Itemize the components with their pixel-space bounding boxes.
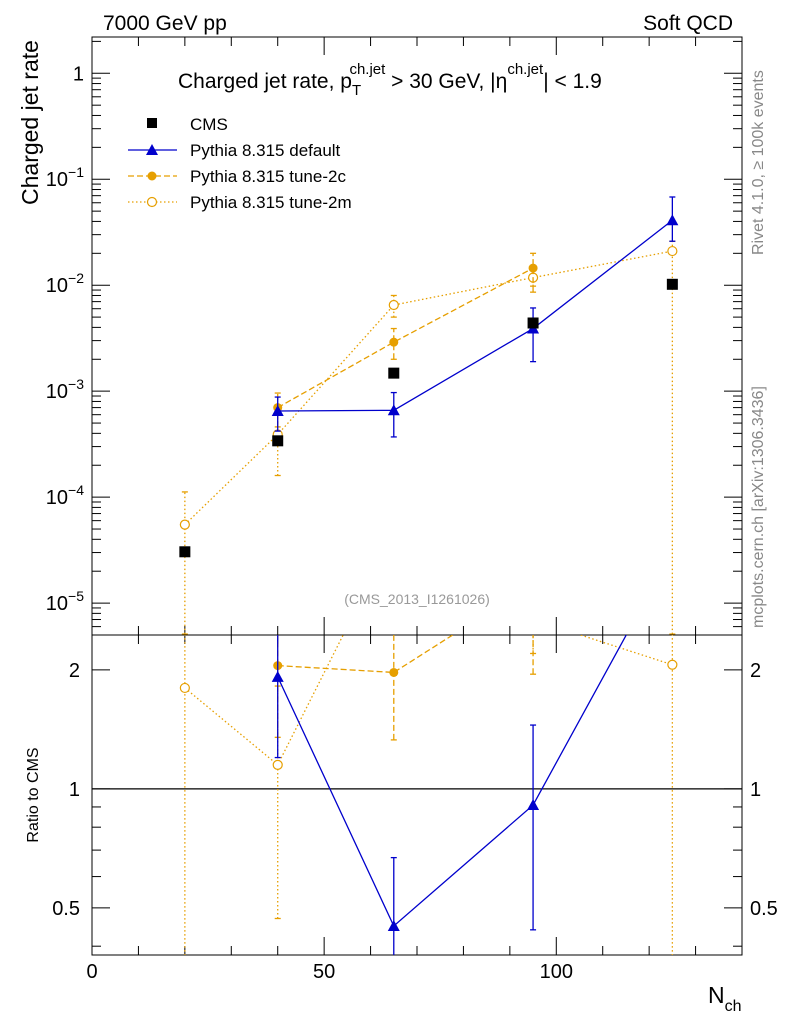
main-point-cms [388, 367, 400, 379]
ratio-point-tune2m [272, 759, 283, 770]
ratio-y-tick-label-left: 2 [69, 660, 80, 682]
ratio-series-default [271, 545, 678, 955]
ratio-point-tune2m [389, 530, 398, 539]
main-point-cms [527, 317, 539, 329]
ratio-point-default [527, 799, 540, 811]
main-plot: 1 10−1 10−2 10−3 10−4 10−5 Charged jet rate C… [17, 36, 743, 636]
main-series-default [271, 196, 679, 438]
x-tick-label: 50 [313, 961, 335, 983]
x-axis-label-main: N [708, 982, 725, 1008]
ratio-point-tune2m [667, 659, 678, 670]
main-point-tune2m [179, 519, 190, 530]
ratio-series-tune2m [179, 530, 678, 955]
main-line-tune2c [277, 267, 534, 409]
title-pt-sub: T [352, 82, 361, 99]
legend-marker-tune2m [146, 196, 158, 208]
x-axis-label-sub: ch [725, 998, 742, 1015]
main-point-cms [179, 546, 191, 558]
title-cut: > 30 GeV, |η [385, 70, 507, 93]
plot-title: Charged jet rate, pTch.jet > 30 GeV, |ηc… [178, 61, 602, 99]
ratio-y-tick-label-right: 2 [750, 660, 761, 682]
main-series-tune2c [273, 252, 538, 428]
x-axis-label: Nch [708, 982, 742, 1015]
main-point-cms [666, 278, 678, 290]
ratio-point-tune2c [389, 667, 399, 677]
main-line-default [277, 219, 673, 412]
main-y-tick-label: 10−2 [46, 270, 84, 297]
legend-label-default: Pythia 8.315 default [190, 141, 341, 160]
title-pt-sup: ch.jet [349, 61, 386, 78]
main-point-tune2m [388, 299, 399, 311]
title-eta-sup: ch.jet [507, 61, 544, 78]
main-series-cms [179, 278, 678, 558]
main-point-default [387, 404, 400, 416]
main-series-tune2m [179, 240, 678, 635]
ratio-y-axis-label: Ratio to CMS [25, 747, 42, 842]
main-point-tune2m [667, 245, 678, 257]
main-y-tick-label: 10−3 [46, 376, 84, 403]
energy-label: 7000 GeV pp [103, 12, 227, 35]
ratio-point-tune2m [529, 615, 538, 624]
legend: CMS Pythia 8.315 default Pythia 8.315 tu… [128, 115, 352, 212]
ratio-y-tick-label-right: 1 [750, 779, 761, 801]
main-y-tick-label: 10−1 [46, 164, 84, 191]
ratio-line-default [277, 635, 627, 928]
main-y-tick-label: 1 [73, 63, 84, 85]
main-point-default [666, 214, 679, 226]
ratio-series-tune2c [273, 579, 538, 741]
ratio-y-tick-label-left: 0.5 [52, 898, 80, 920]
ratio-point-default [666, 545, 678, 556]
ratio-point-default [271, 670, 284, 682]
main-point-tune2c [389, 337, 399, 347]
ratio-line-tune2m [184, 635, 673, 766]
legend-label-cms: CMS [190, 115, 228, 134]
y-axis-label: Charged jet rate [17, 40, 43, 205]
main-point-cms [272, 435, 284, 447]
ratio-point-tune2c [529, 579, 538, 588]
legend-label-tune2m: Pythia 8.315 tune-2m [190, 193, 352, 212]
legend-label-tune2c: Pythia 8.315 tune-2c [190, 167, 346, 186]
main-y-tick-label: 10−4 [46, 482, 84, 509]
main-line-tune2m [184, 250, 673, 526]
legend-marker-tune2c [147, 171, 157, 181]
ratio-y-tick-label-right: 0.5 [750, 898, 778, 920]
main-point-default [271, 404, 284, 416]
x-tick-label: 100 [540, 961, 573, 983]
analysis-id: (CMS_2013_I1261026) [344, 591, 490, 607]
x-tick-label: 0 [86, 961, 97, 983]
main-y-tick-label: 10−5 [46, 588, 84, 615]
ratio-point-tune2m [179, 682, 190, 694]
title-main: Charged jet rate, p [178, 70, 352, 93]
ratio-point-default [387, 919, 400, 931]
legend-marker-default [146, 144, 158, 155]
ratio-plot: 0.5 0.5 1 1 2 2 0 50 100 Ratio to CMS Nch [25, 530, 778, 1015]
ratio-line-tune2c [277, 635, 454, 674]
rivet-label: Rivet 4.1.0, ≥ 100k events [750, 70, 767, 255]
process-label: Soft QCD [643, 12, 733, 35]
ratio-y-tick-label-left: 1 [69, 779, 80, 801]
ratio-plot-frame [91, 634, 743, 956]
legend-marker-cms [147, 118, 157, 128]
main-point-tune2c [528, 263, 538, 273]
mcplots-label: mcplots.cern.ch [arXiv:1306.3436] [750, 386, 767, 628]
title-eta-cut: | < 1.9 [543, 70, 602, 93]
